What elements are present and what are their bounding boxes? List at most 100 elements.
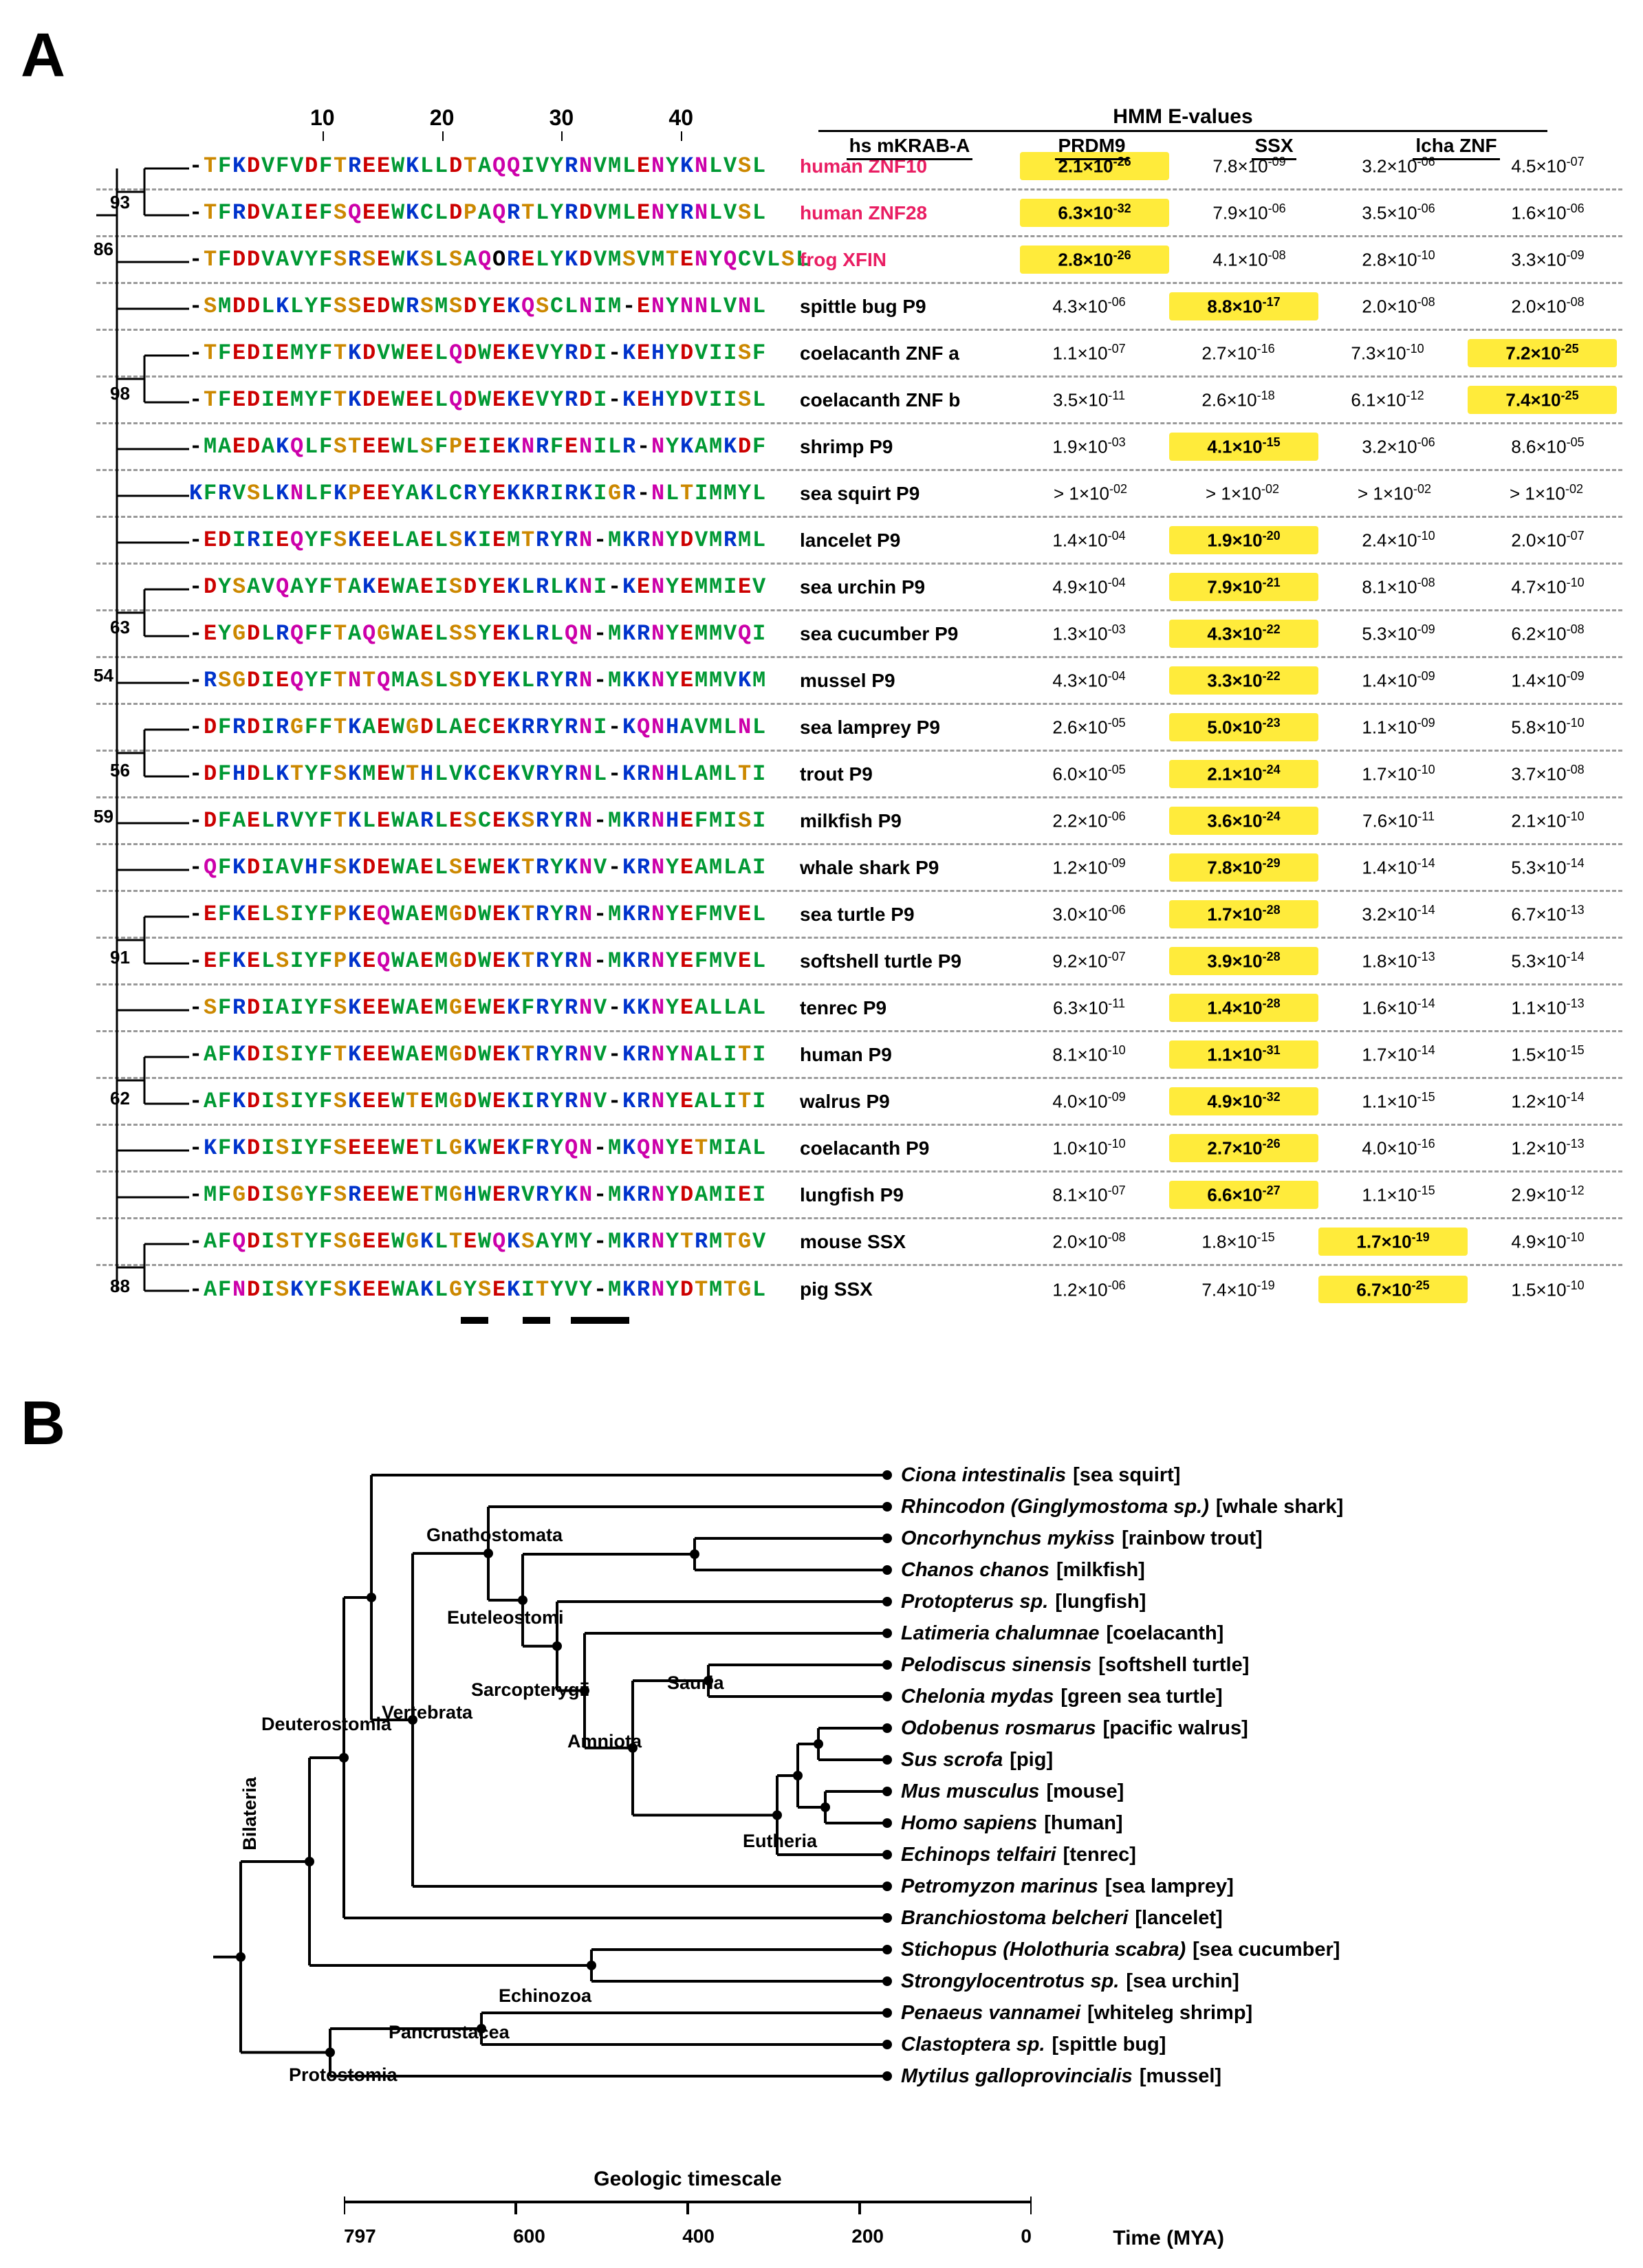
sequence: -TFRDVAIEFSQEEWKCLDPAQRTLYRDVMLENYRNLVSL — [189, 200, 794, 226]
alignment-row: -EYGDLRQFFTAQGWAELSSYEKLRLQN-MKRNYEMMVQI… — [96, 611, 1622, 658]
ruler-tick: 20 — [430, 105, 455, 131]
evalue-cell: 4.9×10-10 — [1473, 1228, 1622, 1256]
evalue-cell: 4.9×10-32 — [1169, 1087, 1318, 1115]
alignment-row: -SMDDLKLYFSSEDWRSMSDYEKQSCLNIM-ENYNNLVNL… — [96, 284, 1622, 331]
evalue-cell: 5.3×10-14 — [1473, 853, 1622, 882]
evalue-cell: 3.0×10-06 — [1014, 900, 1164, 928]
evalue-cell: 1.6×10-06 — [1473, 199, 1622, 227]
alignment-row: -DYSAVQAYFTAKEWAEISDYEKLRLKNI-KENYEMMIEV… — [96, 565, 1622, 611]
evalue-cell: 6.3×10-11 — [1014, 994, 1164, 1022]
position-ruler: 10203040 — [203, 105, 746, 140]
species-label: milkfish P9 — [794, 810, 1014, 832]
evalue-cell: 1.8×10-15 — [1164, 1228, 1313, 1256]
hmm-header: HMM E-values hs mKRAB-APRDM9SSXlcha ZNF — [818, 105, 1547, 160]
taxon: Branchiostoma belcheri[lancelet] — [901, 1902, 1343, 1934]
evalue-cell: 8.1×10-10 — [1014, 1040, 1164, 1069]
evalue-cell: 3.6×10-24 — [1169, 807, 1318, 835]
sequence: -DFRDIRGFFTKAEWGDLAECEKRRYRNI-KQNHAVMLNL — [189, 715, 794, 740]
timescale-tick: 400 — [682, 2225, 715, 2247]
taxon: Latimeria chalumnae[coelacanth] — [901, 1617, 1343, 1649]
alignment-rows: -TFKDVFVDFTREEWKLLDTAQQIVYRNVMLENYKNLVSL… — [96, 144, 1622, 1313]
evalue-cell: 1.7×10-28 — [1169, 900, 1318, 928]
evalue-cell: 1.1×10-13 — [1473, 994, 1622, 1022]
species-label: walrus P9 — [794, 1091, 1014, 1113]
evalue-cell: 1.4×10-09 — [1324, 666, 1473, 695]
sequence: -EYGDLRQFFTAQGWAELSSYEKLRLQN-MKRNYEMMVQI — [189, 621, 794, 646]
evalue-cell: > 1×10-02 — [1166, 479, 1318, 508]
taxon: Petromyzon marinus[sea lamprey] — [901, 1871, 1343, 1902]
evalue-cell: 2.6×10-05 — [1014, 713, 1164, 741]
evalue-cell: 2.4×10-10 — [1324, 526, 1473, 554]
sequence: -EDIRIEQYFSKEELAELSKIEMTRYRN-MKRNYDVMRML — [189, 527, 794, 553]
alignment-row: -AFKDISIYFTKEEWAEMGDWEKTRYRNV-KRNYNALITI… — [96, 1032, 1622, 1079]
evalue-cell: > 1×10-02 — [1014, 479, 1166, 508]
clade-label: Vertebrata — [382, 1702, 472, 1723]
evalue-cell: 7.6×10-11 — [1324, 807, 1473, 835]
evalue-cell: 6.7×10-13 — [1473, 900, 1622, 928]
evalue-cell: 2.9×10-12 — [1473, 1181, 1622, 1209]
evalue-cell: 2.0×10-07 — [1473, 526, 1622, 554]
taxon: Penaeus vannamei[whiteleg shrimp] — [901, 1997, 1343, 2029]
evalue-cell: 8.1×10-07 — [1014, 1181, 1164, 1209]
evalue-cell: 8.6×10-05 — [1473, 433, 1622, 461]
sequence: -KFKDISIYFSEEEWETLGKWEKFRYQN-MKQNYETMIAL — [189, 1135, 794, 1161]
sequence: -SFRDIAIYFSKEEWAEMGEWEKFRYRNV-KKNYEALLAL — [189, 995, 794, 1021]
species-label: sea cucumber P9 — [794, 623, 1014, 645]
clade-label: Gnathostomata — [426, 1525, 563, 1546]
ruler-tick: 10 — [310, 105, 335, 131]
evalue-cell: 1.3×10-03 — [1014, 620, 1164, 648]
sequence: -TFEDIEMYFTKDEWEELQDWEKEVYRDI-KEHYDVIISL — [189, 387, 794, 413]
alignment-row: -DFHDLKTYFSKMEWTHLVKCEKVRYRNL-KRNHLAMLTI… — [96, 752, 1622, 798]
clade-label: Deuterostomia — [261, 1714, 391, 1735]
species-label: sea lamprey P9 — [794, 717, 1014, 739]
species-label: mouse SSX — [794, 1231, 1014, 1253]
clade-label: Amniota — [567, 1731, 642, 1752]
evalue-cell: 3.5×10-06 — [1324, 199, 1473, 227]
timescale-tick: 200 — [851, 2225, 884, 2247]
sequence: -AFQDISTYFSGEEWGKLTEWQKSAYMY-MKRNYTRMTGV — [189, 1229, 794, 1254]
taxon: Echinops telfairi[tenrec] — [901, 1839, 1343, 1871]
evalue-cell: 1.2×10-13 — [1473, 1134, 1622, 1162]
alignment-row: -TFEDIEMYFTKDEWEELQDWEKEVYRDI-KEHYDVIISL… — [96, 378, 1622, 424]
timescale-title: Geologic timescale — [275, 2168, 1100, 2191]
evalue-cell: 3.5×10-11 — [1014, 386, 1164, 414]
species-label: lungfish P9 — [794, 1184, 1014, 1206]
evalue-cell: 8.8×10-17 — [1169, 292, 1318, 320]
evalue-cell: 2.7×10-16 — [1164, 339, 1313, 367]
evalue-cell: 6.2×10-08 — [1473, 620, 1622, 648]
taxon: Chelonia mydas[green sea turtle] — [901, 1681, 1343, 1712]
taxon: Pelodiscus sinensis[softshell turtle] — [901, 1649, 1343, 1681]
alignment-row: -EFKELSIYFPKEQWAEMGDWEKTRYRN-MKRNYEFMVEL… — [96, 939, 1622, 985]
alignment-row: KFRVSLKNLFKPEEYAKLCRYEKKRIRKIGR-NLTIMMYL… — [96, 471, 1622, 518]
evalue-cell: 4.3×10-04 — [1014, 666, 1164, 695]
evalue-cell: 6.1×10-12 — [1313, 386, 1462, 414]
species-label: coelacanth P9 — [794, 1137, 1014, 1159]
evalue-cell: > 1×10-02 — [1318, 479, 1470, 508]
clade-label: Protostomia — [289, 2064, 398, 2086]
species-label: sea urchin P9 — [794, 576, 1014, 598]
alignment-row: -QFKDIAVHFSKDEWAELSEWEKTRYKNV-KRNYEAMLAI… — [96, 845, 1622, 892]
species-label: human P9 — [794, 1044, 1014, 1066]
panel-a: A HMM E-values hs mKRAB-APRDM9SSXlcha ZN… — [21, 21, 1622, 1333]
evalue-cell: 4.0×10-09 — [1014, 1087, 1164, 1115]
clade-label: Echinozoa — [499, 1985, 591, 2007]
species-label: coelacanth ZNF a — [794, 342, 1014, 364]
evalue-cell: 7.8×10-29 — [1169, 853, 1318, 882]
hmm-col-header: SSX — [1183, 135, 1365, 160]
timescale-unit: Time (MYA) — [1113, 2227, 1224, 2250]
evalue-cell: 5.8×10-10 — [1473, 713, 1622, 741]
evalue-cell: 7.9×10-21 — [1169, 573, 1318, 601]
sequence: -AFNDISKYFSKEEWAKLGYSEKITYVY-MKRNYDTMTGL — [189, 1277, 794, 1302]
phylogeny-tree — [199, 1459, 901, 2106]
evalue-cell: 7.2×10-25 — [1468, 339, 1617, 367]
evalue-cell: 1.4×10-09 — [1473, 666, 1622, 695]
alignment-row: -TFDDVAVYFSRSEWKSLSAQORELYKDVMSVMTENYQCV… — [96, 237, 1622, 284]
sequence: -TFEDIEMYFTKDVWEELQDWEKEVYRDI-KEHYDVIISF — [189, 340, 794, 366]
evalue-cell: 1.1×10-09 — [1324, 713, 1473, 741]
evalue-cell: 1.2×10-14 — [1473, 1087, 1622, 1115]
evalue-cell: 1.4×10-14 — [1324, 853, 1473, 882]
evalue-cell: 3.3×10-09 — [1473, 246, 1622, 274]
under-bar — [523, 1317, 550, 1324]
evalue-cell: 1.5×10-15 — [1473, 1040, 1622, 1069]
alignment-row: -AFQDISTYFSGEEWGKLTEWQKSAYMY-MKRNYTRMTGV… — [96, 1219, 1622, 1266]
